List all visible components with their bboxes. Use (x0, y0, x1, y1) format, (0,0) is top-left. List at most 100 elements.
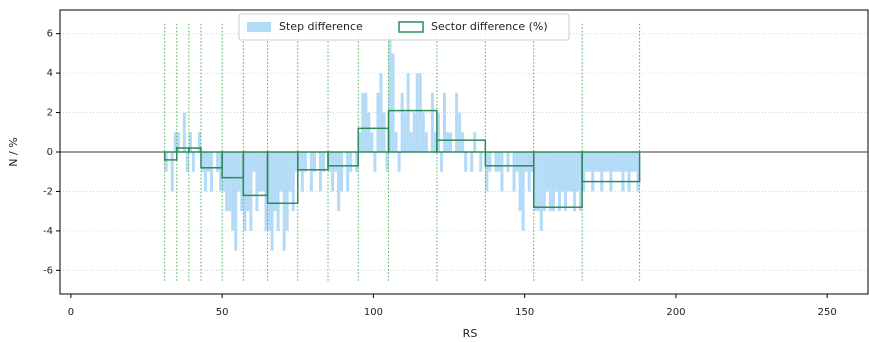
step-bar (594, 152, 598, 172)
step-bar (228, 152, 232, 212)
step-bar (588, 152, 592, 172)
step-bar (200, 152, 204, 172)
step-bar (461, 132, 465, 152)
legend-swatch (247, 22, 271, 32)
y-tick-label: 6 (47, 29, 53, 40)
step-bar (582, 152, 586, 192)
step-bar (346, 152, 350, 192)
step-bar (576, 152, 580, 192)
step-bar (164, 152, 168, 172)
step-bar (600, 152, 604, 192)
step-bar (518, 152, 522, 212)
sector-bar (266, 151, 299, 205)
step-bar (394, 132, 398, 152)
step-bar (255, 152, 259, 212)
step-bar (249, 152, 253, 231)
step-bar (421, 112, 425, 152)
step-bar (615, 152, 619, 172)
step-bar (185, 152, 189, 172)
step-bar (567, 152, 571, 192)
step-bar (176, 132, 180, 152)
step-bar (203, 152, 208, 192)
step-bar (563, 152, 568, 212)
step-bar (340, 152, 344, 192)
step-bar (458, 112, 462, 152)
step-bar (191, 152, 195, 172)
step-bar (479, 152, 483, 172)
step-bar (500, 152, 504, 192)
step-bar (337, 152, 341, 212)
step-bar (488, 152, 492, 172)
step-bar (624, 152, 628, 172)
x-tick-label: 0 (68, 307, 74, 318)
step-bar (197, 132, 201, 152)
step-bar (455, 92, 459, 152)
step-bar (418, 73, 422, 152)
step-bar (173, 132, 177, 152)
step-bar (355, 152, 359, 172)
step-bar (533, 152, 537, 212)
y-axis-label: N / % (7, 137, 20, 166)
step-bar (182, 112, 186, 152)
step-bar (609, 152, 613, 192)
step-bar (264, 152, 268, 231)
sector-bar (188, 147, 202, 153)
step-bar (364, 92, 368, 152)
step-bar (234, 152, 238, 251)
step-bar (222, 152, 226, 192)
step-bar (630, 152, 634, 172)
plot-frame (59, 9, 869, 295)
step-bar (515, 152, 519, 172)
step-bar (370, 132, 374, 152)
step-bar (557, 152, 561, 212)
step-bar (497, 152, 501, 172)
x-tick-label: 250 (818, 307, 837, 318)
y-tick-label: 0 (47, 147, 53, 158)
step-bar (279, 152, 283, 192)
step-bar (627, 152, 631, 192)
step-bar (328, 152, 332, 172)
step-bar (285, 152, 289, 231)
step-bar (210, 152, 214, 192)
step-bar (591, 152, 595, 192)
step-bar (294, 152, 298, 172)
step-bar (252, 152, 256, 172)
sector-bar (327, 151, 360, 167)
step-bar (170, 152, 174, 192)
sector-bar (581, 151, 641, 183)
step-bar (406, 73, 410, 152)
step-bar (449, 132, 453, 152)
step-bar (240, 152, 244, 212)
step-bar (400, 92, 404, 152)
step-bar (270, 152, 274, 251)
step-bar (358, 132, 362, 152)
x-tick-label: 150 (515, 307, 534, 318)
sector-bar (436, 139, 487, 153)
y-tick-label: 4 (47, 68, 53, 79)
step-bar (397, 152, 401, 172)
step-bar (585, 152, 589, 172)
x-tick-label: 200 (666, 307, 685, 318)
step-bar (446, 132, 450, 152)
step-bar (349, 152, 353, 172)
step-bar (258, 152, 262, 192)
legend: Step difference Sector difference (%) (238, 13, 570, 41)
step-bar (331, 152, 335, 192)
step-bar (618, 152, 622, 172)
step-bar (207, 152, 211, 172)
step-bar (603, 152, 607, 172)
step-bar (412, 112, 416, 152)
step-bar (216, 152, 220, 172)
step-bar (633, 152, 637, 172)
step-bar (219, 152, 223, 192)
step-bar (261, 152, 265, 192)
step-bar (527, 152, 531, 192)
step-bar (267, 152, 271, 231)
step-bar (309, 152, 313, 192)
x-tick-label: 50 (216, 307, 229, 318)
sector-bar (387, 109, 438, 153)
step-bar (409, 132, 413, 152)
step-bar (436, 112, 440, 152)
step-bar (367, 112, 371, 152)
